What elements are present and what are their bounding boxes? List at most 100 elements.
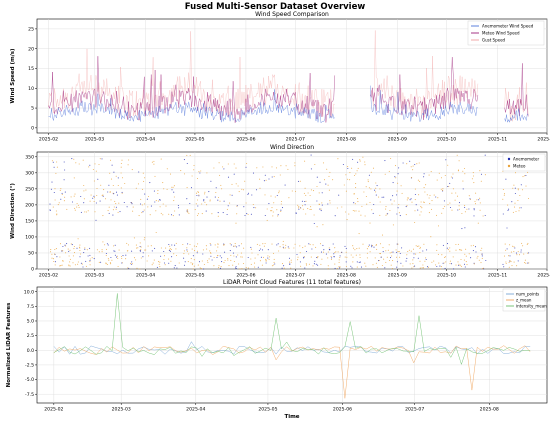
wind-speed-ylabel: Wind Speed (m/s) [10, 48, 16, 103]
meteo-point [124, 182, 126, 185]
meteo-point [250, 263, 252, 265]
meteo-point [197, 264, 199, 266]
anemometer-point [314, 260, 316, 262]
meteo-point [456, 154, 458, 156]
meteo-point [391, 267, 393, 270]
anemometer-point [444, 267, 446, 269]
anemometer-point [226, 213, 228, 216]
meteo-point [461, 212, 463, 215]
meteo-point [151, 264, 153, 266]
x-tick-label: 2025-03 [85, 137, 104, 143]
x-tick-label: 2025-02 [44, 407, 63, 413]
anemometer-point [317, 264, 319, 266]
meteo-point [186, 211, 188, 213]
meteo-point [81, 263, 83, 265]
meteo-point [327, 251, 329, 253]
meteo-point [262, 166, 264, 168]
meteo-point [509, 244, 511, 246]
meteo-point [511, 265, 513, 267]
legend-label-anemometer-speed: Anemometer Wind Speed [482, 24, 534, 29]
anemometer-point [250, 246, 252, 248]
meteo-point [202, 249, 204, 251]
meteo-point [364, 161, 366, 163]
meteo-point [362, 156, 364, 158]
meteo-point [479, 170, 481, 172]
y-tick-label: -7.5 [25, 392, 34, 398]
meteo-point [393, 200, 395, 202]
anemometer-point [95, 219, 97, 221]
meteo-point [458, 249, 461, 251]
anemometer-point [458, 264, 460, 266]
meteo-point [157, 190, 159, 192]
meteo-point [428, 212, 430, 214]
anemometer-point [260, 256, 262, 258]
anemometer-point [402, 162, 404, 164]
meteo-point [415, 253, 417, 255]
anemometer-point [177, 204, 179, 207]
anemometer-point [389, 257, 392, 259]
meteo-point [388, 170, 390, 172]
meteo-point [193, 164, 195, 167]
anemometer-point [321, 192, 323, 194]
meteo-point [439, 268, 442, 270]
meteo-point [101, 194, 103, 196]
meteo-point [247, 267, 249, 269]
meteo-point [206, 204, 208, 206]
meteo-point [111, 259, 113, 261]
anemometer-point [253, 207, 255, 209]
anemometer-point [327, 203, 329, 205]
anemometer-point [219, 267, 222, 269]
meteo-point [312, 190, 315, 192]
anemometer-point [339, 255, 341, 257]
meteo-point [216, 255, 218, 257]
meteo-point [190, 262, 192, 264]
meteo-point [344, 256, 346, 258]
meteo-point [193, 169, 195, 171]
meteo-point [385, 214, 387, 216]
meteo-point [197, 191, 199, 193]
meteo-point [162, 214, 164, 216]
meteo-point [226, 208, 228, 210]
anemometer-point [53, 166, 55, 168]
anemometer-point [299, 261, 301, 263]
meteo-point [140, 198, 142, 200]
meteo-point [288, 247, 290, 249]
meteo-point [315, 246, 317, 248]
meteo-point [196, 214, 199, 217]
meteo-point [345, 174, 347, 176]
meteo-point [343, 184, 345, 186]
meteo-point [290, 267, 292, 269]
meteo-point [175, 254, 178, 257]
anemometer-point [255, 189, 258, 191]
meteo-point [365, 265, 367, 267]
meteo-point [379, 214, 381, 216]
anemometer-point [130, 202, 132, 204]
anemometer-point [297, 180, 300, 182]
anemometer-point [325, 183, 327, 185]
anemometer-point [481, 255, 483, 257]
meteo-point [298, 206, 300, 208]
meteo-point [443, 262, 445, 264]
wind-speed-legend: Anemometer Wind Speed Meteo Wind Speed G… [467, 20, 545, 46]
meteo-point [352, 209, 354, 212]
anemometer-point [320, 210, 322, 212]
anemometer-point [447, 185, 449, 188]
meteo-point [451, 192, 453, 194]
meteo-point [458, 208, 460, 210]
x-tick-label: 2025-08 [337, 273, 356, 279]
meteo-point [450, 176, 452, 178]
meteo-point [464, 173, 466, 175]
anemometer-point [280, 209, 282, 211]
wind-direction-title: Wind Direction [270, 144, 314, 151]
anemometer-point [210, 255, 212, 257]
meteo-point [120, 187, 122, 189]
anemometer-point [93, 195, 95, 197]
meteo-point [321, 202, 323, 204]
meteo-point [253, 262, 256, 264]
meteo-point [120, 166, 122, 168]
meteo-point [223, 262, 225, 264]
meteo-point [474, 200, 476, 202]
meteo-point [201, 213, 203, 215]
anemometer-point [171, 189, 173, 191]
meteo-point [322, 251, 325, 253]
